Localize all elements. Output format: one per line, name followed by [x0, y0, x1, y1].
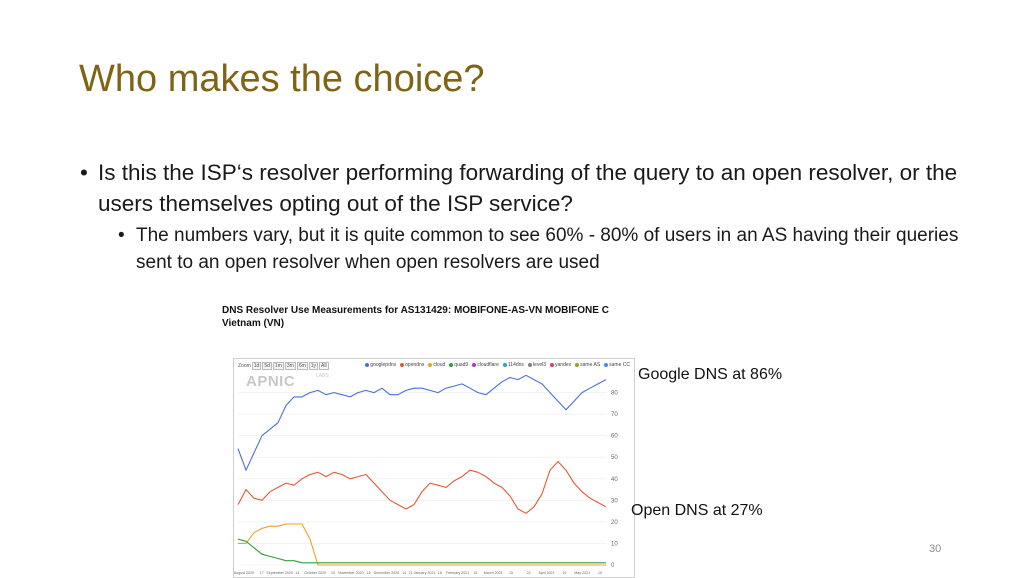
- bullet-dot: •: [80, 160, 88, 185]
- x-tick-label: March 2021: [484, 571, 503, 575]
- legend-label: same CC: [609, 362, 630, 368]
- bullet-list: • Is this the ISP‘s resolver performing …: [80, 157, 980, 276]
- legend-item[interactable]: cloudflare: [472, 362, 499, 368]
- y-tick-label: 50: [611, 455, 618, 461]
- zoom-button-1d[interactable]: 1d: [251, 362, 262, 370]
- x-tick-label: 19: [562, 571, 566, 575]
- x-tick-label: 17: [260, 571, 264, 575]
- x-tick-label: October 2020: [304, 571, 326, 575]
- y-tick-label: 70: [611, 412, 618, 418]
- x-tick-label: 14: [295, 571, 299, 575]
- legend-swatch: [550, 363, 555, 367]
- zoom-button-all[interactable]: All: [319, 362, 329, 370]
- legend-label: googlepdns: [370, 362, 397, 368]
- x-tick-label: September 2020: [266, 571, 293, 575]
- legend-label: cloudflare: [477, 362, 499, 368]
- legend-label: opendns: [405, 362, 425, 368]
- legend-item[interactable]: opendns: [400, 362, 424, 368]
- line-chart: 0 10 20 30 40 50 60 70 80 August 2020 17 September …: [234, 374, 618, 575]
- zoom-button-1y[interactable]: 1y: [308, 362, 319, 370]
- zoom-label: Zoom: [238, 363, 251, 369]
- legend-label: 114dns: [507, 362, 524, 368]
- zoom-button-1m[interactable]: 1m: [272, 362, 284, 370]
- apnic-logo-sub: LABS: [316, 373, 329, 379]
- y-tick-label: 40: [611, 477, 618, 483]
- x-tick-label: December 2020: [374, 571, 400, 575]
- x-tick-label: 19: [331, 571, 335, 575]
- annotation-google: Google DNS at 86%: [638, 366, 783, 383]
- series-line-quad9: [237, 538, 606, 564]
- y-tick-label: 20: [611, 520, 618, 526]
- zoom-button-6m[interactable]: 6m: [296, 362, 308, 370]
- legend-label: cloud: [433, 362, 446, 368]
- legend-label: quad9: [454, 362, 469, 368]
- legend-swatch: [449, 363, 454, 367]
- legend-swatch: [502, 363, 507, 367]
- x-tick-label: February 2021: [446, 571, 469, 575]
- legend-swatch: [365, 363, 370, 367]
- legend-label: same AS: [580, 362, 601, 368]
- series-line-opendns: [237, 460, 607, 514]
- zoom-button-3m[interactable]: 3m: [284, 362, 296, 370]
- slide-title: Who makes the choice?: [79, 58, 485, 100]
- x-tick-label: November 2020: [338, 571, 364, 575]
- y-tick-label: 30: [611, 498, 618, 504]
- y-tick-label: 80: [611, 391, 618, 397]
- y-tick-label: 60: [611, 434, 618, 440]
- page-number: 30: [929, 543, 942, 555]
- chart-title: DNS Resolver Use Measurements for AS1314…: [222, 304, 626, 330]
- legend-swatch: [575, 363, 580, 367]
- legend-item[interactable]: yandex: [550, 362, 571, 368]
- legend-item[interactable]: 114dns: [502, 362, 524, 368]
- chart-title-line1: DNS Resolver Use Measurements for AS1314…: [222, 305, 609, 316]
- x-tick-label: 15: [509, 571, 513, 575]
- bullet-dot: •: [118, 225, 125, 246]
- legend-label: yandex: [555, 362, 572, 368]
- zoom-bar: Zoom 1d 5d 1m 3m 6m 1y All: [238, 362, 329, 370]
- x-tick-label: May 2021: [574, 571, 590, 575]
- chart-legend: googlepdns opendns cloud quad9 cloudflare 114…: [365, 362, 630, 368]
- apnic-logo: APNIC: [246, 373, 296, 390]
- legend-item[interactable]: same CC: [604, 362, 630, 368]
- legend-item[interactable]: level3: [527, 362, 547, 368]
- legend-swatch: [428, 363, 433, 367]
- x-tick-label: 21 January 2021: [409, 571, 436, 575]
- legend-label: level3: [532, 362, 547, 368]
- legend-swatch: [472, 363, 477, 367]
- y-tick-label: 0: [611, 563, 615, 569]
- x-tick-label: 14: [402, 571, 406, 575]
- legend-swatch: [400, 363, 405, 367]
- x-tick-label: 16: [367, 571, 371, 575]
- legend-swatch: [604, 363, 609, 367]
- series-line-cloud: [238, 523, 606, 566]
- x-tick-label: 10: [598, 571, 602, 575]
- bullet-level1-text: Is this the ISP‘s resolver performing fo…: [98, 160, 958, 216]
- x-tick-label: 18: [438, 571, 442, 575]
- annotation-open: Open DNS at 27%: [631, 502, 763, 519]
- legend-item[interactable]: quad9: [449, 362, 468, 368]
- chart-frame: Zoom 1d 5d 1m 3m 6m 1y All googlepdns ope…: [233, 358, 635, 578]
- bullet-level2-text: The numbers vary, but it is quite common…: [136, 225, 959, 273]
- legend-item[interactable]: cloud: [428, 362, 445, 368]
- legend-item[interactable]: googlepdns: [365, 362, 396, 368]
- y-tick-label: 10: [611, 541, 618, 547]
- series-line-googlepdns: [237, 374, 607, 471]
- chart-title-line2: Vietnam (VN): [222, 318, 285, 329]
- x-tick-label: 22: [527, 571, 531, 575]
- legend-item[interactable]: same AS: [575, 362, 600, 368]
- x-tick-label: August 2020: [234, 571, 254, 575]
- bullet-level1: • Is this the ISP‘s resolver performing …: [80, 157, 980, 219]
- x-tick-label: 15: [473, 571, 477, 575]
- legend-swatch: [527, 363, 532, 367]
- x-tick-label: April 2021: [539, 571, 555, 575]
- bullet-level2: • The numbers vary, but it is quite comm…: [118, 222, 980, 276]
- zoom-button-5d[interactable]: 5d: [262, 362, 272, 370]
